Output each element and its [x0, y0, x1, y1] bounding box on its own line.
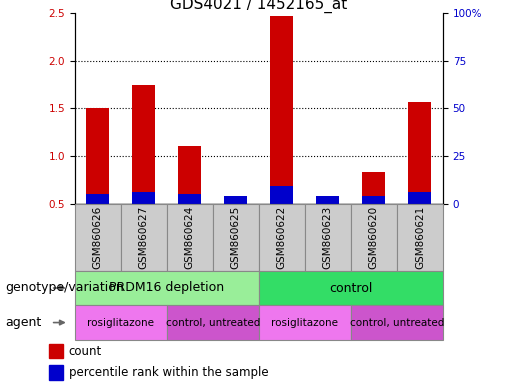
Bar: [75, 271, 259, 305]
Bar: [132, 85, 155, 204]
Bar: [213, 204, 259, 271]
Text: rosiglitazone: rosiglitazone: [271, 318, 338, 328]
Bar: [49, 366, 63, 379]
Bar: [224, 196, 247, 204]
Text: control, untreated: control, untreated: [350, 318, 444, 328]
Bar: [408, 102, 432, 204]
Text: agent: agent: [5, 316, 41, 329]
Text: genotype/variation: genotype/variation: [5, 281, 124, 295]
Text: GSM860623: GSM860623: [323, 205, 333, 269]
Bar: [167, 305, 259, 340]
Text: percentile rank within the sample: percentile rank within the sample: [68, 366, 268, 379]
Bar: [132, 192, 155, 204]
Text: GSM860622: GSM860622: [277, 205, 287, 269]
Text: GSM860621: GSM860621: [415, 205, 425, 269]
Title: GDS4021 / 1452165_at: GDS4021 / 1452165_at: [170, 0, 348, 13]
Bar: [224, 197, 247, 204]
Bar: [75, 305, 167, 340]
Bar: [351, 305, 443, 340]
Bar: [408, 192, 432, 204]
Bar: [270, 16, 294, 204]
Bar: [397, 204, 443, 271]
Text: count: count: [68, 345, 102, 358]
Bar: [49, 344, 63, 358]
Bar: [178, 194, 201, 204]
Bar: [259, 271, 443, 305]
Bar: [316, 196, 339, 204]
Bar: [167, 204, 213, 271]
Bar: [121, 204, 167, 271]
Bar: [351, 204, 397, 271]
Text: GSM860620: GSM860620: [369, 205, 379, 269]
Bar: [259, 305, 351, 340]
Text: GSM860624: GSM860624: [185, 205, 195, 269]
Bar: [178, 146, 201, 204]
Bar: [316, 197, 339, 204]
Bar: [305, 204, 351, 271]
Bar: [363, 172, 385, 204]
Bar: [86, 194, 109, 204]
Bar: [270, 186, 294, 204]
Text: rosiglitazone: rosiglitazone: [87, 318, 154, 328]
Text: PRDM16 depletion: PRDM16 depletion: [109, 281, 225, 295]
Text: control, untreated: control, untreated: [165, 318, 260, 328]
Bar: [75, 204, 121, 271]
Bar: [259, 204, 305, 271]
Bar: [86, 109, 109, 204]
Text: control: control: [329, 281, 372, 295]
Text: GSM860626: GSM860626: [93, 205, 102, 269]
Text: GSM860627: GSM860627: [139, 205, 149, 269]
Bar: [363, 196, 385, 204]
Text: GSM860625: GSM860625: [231, 205, 241, 269]
